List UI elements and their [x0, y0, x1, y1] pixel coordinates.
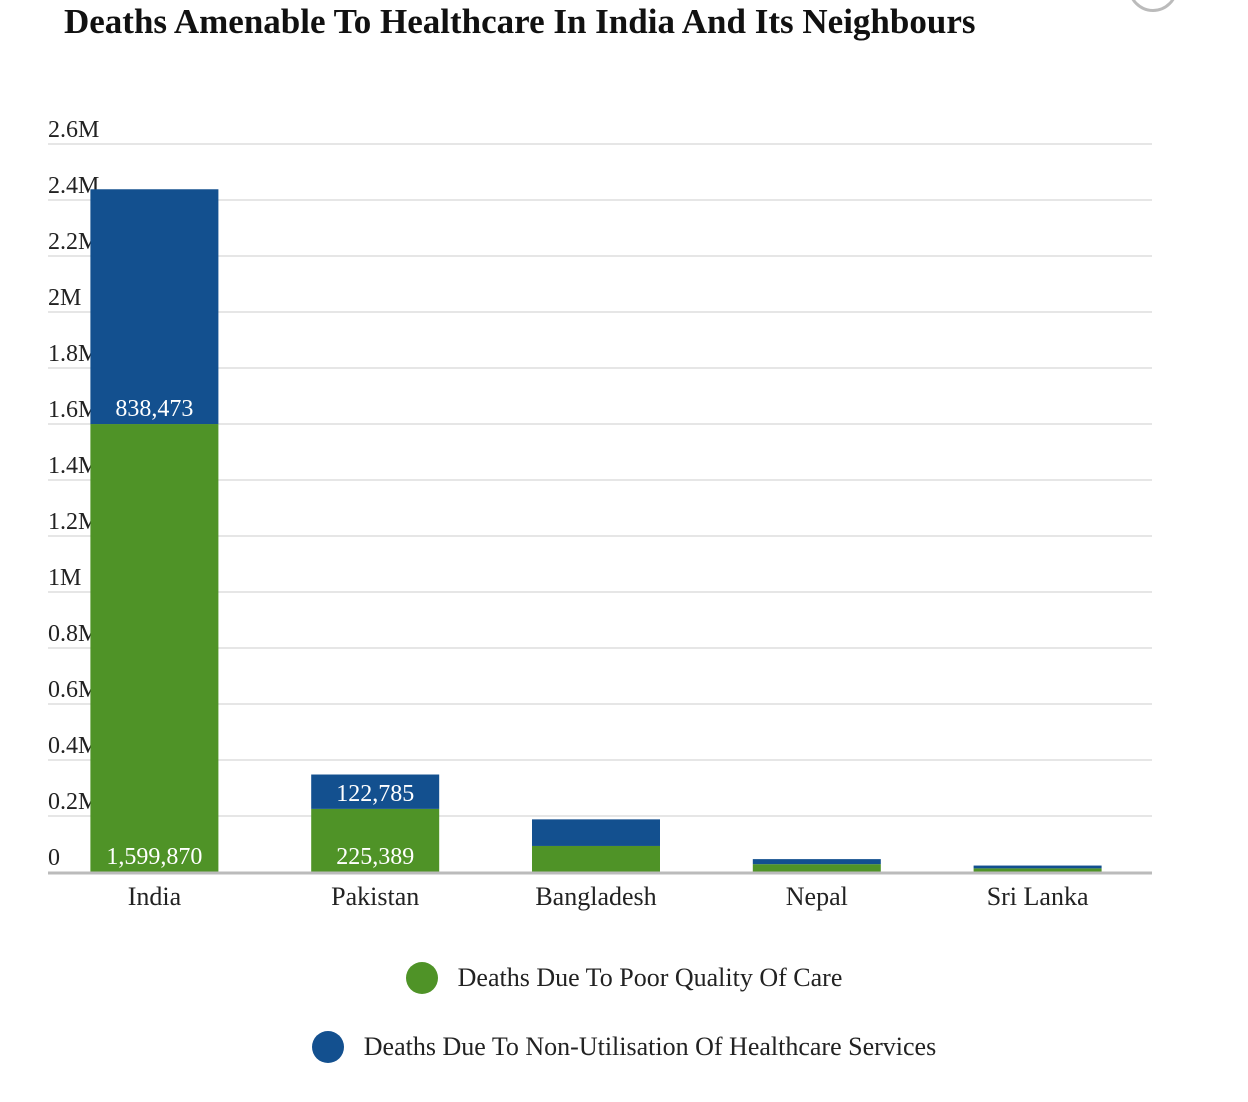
legend-label-poor-quality: Deaths Due To Poor Quality Of Care	[457, 963, 843, 992]
bar-segment-non-utilisation[interactable]	[752, 859, 881, 865]
data-label: 225,389	[336, 844, 414, 870]
y-tick-label: 2M	[48, 285, 81, 311]
data-label: 122,785	[336, 781, 414, 807]
chart-title: Deaths Amenable To Healthcare In India A…	[64, 2, 976, 41]
bar-segment-poor-quality[interactable]	[90, 424, 219, 872]
legend-green-dot-icon	[405, 962, 438, 994]
chart-plot: 00.2M0.4M0.6M0.8M1M1.2M1.4M1.6M1.8M2M2.2…	[48, 117, 1152, 911]
y-tick-label: 0	[48, 845, 60, 871]
legend-blue-dot-icon	[311, 1031, 344, 1063]
legend-item-poor-quality[interactable]: Deaths Due To Poor Quality Of Care	[0, 962, 1248, 994]
bar-segment-poor-quality[interactable]	[752, 864, 881, 872]
bar-segment-non-utilisation[interactable]	[532, 819, 660, 846]
legend-item-non-utilisation[interactable]: Deaths Due To Non-Utilisation Of Healthc…	[0, 1031, 1248, 1063]
y-tick-label: 1M	[48, 565, 81, 591]
x-tick-label: Sri Lanka	[987, 882, 1089, 911]
data-label: 838,473	[115, 396, 193, 422]
bar-segment-poor-quality[interactable]	[973, 868, 1102, 872]
bar-segment-non-utilisation[interactable]	[311, 774, 440, 809]
x-tick-label: India	[128, 882, 182, 911]
y-tick-label: 2.6M	[48, 117, 99, 143]
x-tick-label: Bangladesh	[535, 882, 656, 911]
bar-segment-poor-quality[interactable]	[311, 808, 440, 872]
legend-label-non-utilisation: Deaths Due To Non-Utilisation Of Healthc…	[363, 1032, 937, 1061]
x-tick-label: Nepal	[786, 882, 848, 911]
bar-segment-poor-quality[interactable]	[532, 845, 660, 872]
x-tick-label: Pakistan	[331, 882, 419, 911]
bar-segment-non-utilisation[interactable]	[90, 189, 219, 425]
data-label: 1,599,870	[106, 844, 202, 870]
bar-segment-non-utilisation[interactable]	[973, 865, 1102, 869]
